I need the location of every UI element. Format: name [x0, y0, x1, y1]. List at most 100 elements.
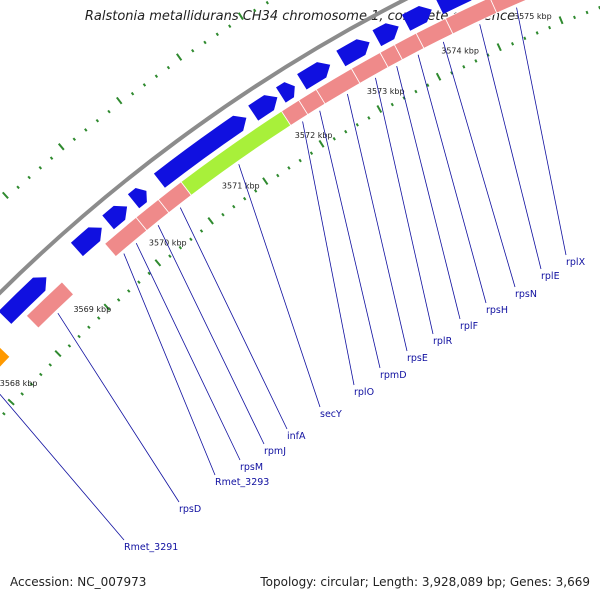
gc-tick-inner [77, 334, 81, 339]
gc-tick-outer [228, 24, 232, 29]
gc-tick-inner [355, 122, 359, 127]
gc-tick-inner [199, 229, 204, 233]
gc-tick-outer [72, 137, 77, 142]
topology-summary: Topology: circular; Length: 3,928,089 bp… [260, 575, 590, 589]
gene-label: rplO [354, 387, 374, 398]
cds-forward-arrow [276, 82, 295, 103]
kbp-tick-label: 3575 kbp [514, 12, 552, 21]
gene-label: rpsE [407, 353, 428, 364]
gc-tick-inner [523, 36, 527, 41]
gc-tick-inner [127, 289, 131, 293]
gc-tick-outer [265, 0, 269, 5]
gene-label: rplE [541, 271, 560, 282]
gc-tick-inner [462, 65, 466, 69]
gene-label: rpsH [486, 305, 508, 316]
gene-leader-line [375, 77, 434, 335]
gene-label: rpsM [240, 462, 263, 473]
forward-cds-track [0, 0, 472, 324]
gene-leader-line [302, 121, 355, 386]
gene-label: rpmD [380, 370, 407, 381]
gene-leader-line [319, 110, 381, 369]
gc-tick-inner [7, 398, 15, 406]
gene-label: infA [287, 431, 306, 442]
gene-leader-line [396, 66, 461, 320]
gc-tick-outer [215, 32, 219, 37]
gc-tick-inner [221, 212, 225, 217]
chromosome-backbone [0, 0, 409, 296]
gc-tick-inner [232, 204, 236, 209]
gc-tick-outer [38, 165, 43, 170]
gc-tick-inner [496, 43, 502, 52]
gc-tick-inner [309, 151, 314, 155]
gene-label: Rmet_3291 [124, 542, 178, 553]
gene-reverse [25, 281, 75, 329]
gene-leader-line [347, 93, 408, 352]
gc-tick-outer [130, 91, 135, 96]
gc-tick-inner [54, 350, 62, 358]
gc-tick-inner [558, 16, 564, 25]
kbp-tick-label: 3569 kbp [73, 305, 111, 314]
gene-label: rpmJ [264, 446, 286, 457]
gene-leader-line [442, 41, 516, 288]
gc-tick-inner [189, 237, 193, 242]
gc-tick-outer [237, 12, 244, 21]
cds-forward-arrow [248, 95, 278, 121]
gc-tick-inner [96, 316, 101, 320]
gene-label: rpsD [179, 504, 201, 515]
gc-tick-inner [39, 372, 43, 377]
gc-tick-outer [16, 185, 20, 190]
gc-tick-inner [253, 189, 258, 193]
gc-tick-outer [191, 48, 195, 53]
gene-label: rplF [460, 321, 478, 332]
gc-tick-outer [142, 83, 147, 87]
gc-tick-inner [535, 31, 539, 35]
gc-tick-inner [87, 325, 91, 330]
gc-tick-inner [344, 129, 348, 134]
gc-tick-inner [20, 392, 24, 396]
gc-tick-outer [166, 65, 171, 70]
gene-label: Rmet_3293 [215, 477, 269, 488]
gc-tick-inner [510, 42, 515, 46]
cds-forward-arrow [436, 0, 472, 14]
gene-label: secY [320, 409, 342, 420]
gc-tick-inner [67, 344, 72, 348]
gc-tick-outer [116, 96, 123, 105]
kbp-tick-label: 3573 kbp [367, 87, 405, 96]
gc-tick-inner [585, 10, 589, 15]
gc-tick-inner [207, 217, 214, 225]
gc-tick-outer [1, 191, 9, 199]
gc-tick-inner [154, 259, 162, 267]
gc-tick-outer [203, 40, 207, 45]
gc-tick-outer [107, 109, 111, 114]
gc-tick-inner [103, 303, 111, 311]
kbp-tick-label: 3568 kbp [0, 379, 37, 388]
gc-tick-inner [426, 83, 430, 88]
gc-tick-inner [414, 89, 418, 94]
gc-tick-inner [48, 363, 53, 367]
gc-tick-inner [573, 15, 576, 20]
gc-tick-inner [298, 158, 302, 163]
gc-tick-inner [2, 411, 6, 416]
cds-forward-arrow [70, 227, 102, 257]
cds-forward-arrow [153, 115, 247, 188]
gc-tick-inner [276, 173, 280, 178]
gene-Rmet_3291 [0, 346, 11, 368]
gene-leader-line [157, 224, 265, 445]
kbp-tick-label: 3572 kbp [295, 131, 333, 140]
gc-tick-inner [367, 116, 371, 120]
gc-tick-inner [262, 177, 269, 185]
gc-tick-outer [176, 53, 183, 61]
gc-tick-outer [84, 128, 88, 132]
gc-tick-outer [154, 74, 159, 79]
cds-forward-arrow [0, 277, 47, 324]
cds-forward-arrow [297, 62, 331, 90]
gene-leader-line [179, 207, 288, 430]
gc-tick-inner [318, 139, 325, 148]
gene-leader-line [479, 24, 542, 270]
gc-tick-inner [242, 196, 247, 201]
gc-skew-track [1, 0, 600, 416]
gc-tick-outer [49, 156, 54, 160]
